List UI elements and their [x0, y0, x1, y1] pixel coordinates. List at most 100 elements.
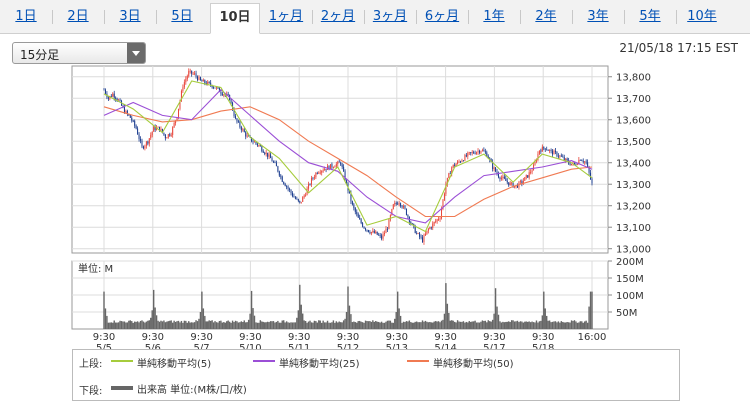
- candle-body: [243, 129, 245, 133]
- volume-bar: [484, 320, 487, 329]
- volume-bar: [271, 321, 273, 329]
- tab-9[interactable]: 6ヶ月: [424, 9, 460, 24]
- volume-bar: [401, 322, 403, 329]
- candle-body: [275, 162, 277, 167]
- candle-body: [258, 145, 260, 147]
- x-time-label: 16:00: [578, 332, 607, 343]
- volume-bar: [470, 321, 472, 329]
- candle-body: [138, 134, 140, 140]
- volume-bar: [578, 322, 580, 329]
- interval-select-value: 15分足: [20, 48, 60, 62]
- candle-body: [439, 218, 441, 220]
- tab-14[interactable]: 10年: [687, 9, 717, 24]
- tab-3[interactable]: 3日: [119, 9, 141, 24]
- volume-bar: [508, 321, 510, 329]
- tab-1[interactable]: 1日: [15, 9, 37, 24]
- candle-body: [499, 177, 501, 179]
- volume-bar: [291, 322, 294, 329]
- volume-bar: [202, 308, 205, 329]
- volume-bar: [316, 322, 319, 329]
- candle-body: [125, 110, 127, 114]
- candle-body: [318, 172, 320, 174]
- volume-bar: [414, 321, 416, 329]
- candle-body: [278, 171, 280, 176]
- volume-bar: [125, 322, 127, 329]
- x-time-label: 9:30: [288, 332, 310, 343]
- candle-body: [419, 233, 421, 237]
- candle-body: [432, 223, 434, 228]
- volume-bar: [487, 320, 489, 329]
- candle-body: [423, 235, 425, 243]
- candle-body: [533, 165, 535, 171]
- candle-body: [385, 228, 387, 234]
- volume-bar: [123, 321, 126, 329]
- volume-bar: [417, 322, 419, 329]
- volume-bar: [515, 321, 517, 329]
- tab-5[interactable]: 10日: [210, 3, 260, 34]
- chevron-down-icon[interactable]: [127, 43, 145, 63]
- tab-7[interactable]: 2ヶ月: [320, 9, 356, 24]
- volume-bar: [494, 288, 497, 329]
- volume-bar: [278, 322, 281, 329]
- candle-body: [337, 161, 339, 165]
- volume-bar: [243, 320, 245, 329]
- candle-body: [335, 164, 337, 167]
- volume-bar: [521, 321, 523, 329]
- candle-body: [534, 161, 536, 166]
- volume-bar: [226, 321, 228, 329]
- candle-body: [236, 118, 238, 122]
- price-tick-label: 13,500: [616, 137, 651, 148]
- candle-body: [546, 149, 548, 151]
- tab-13[interactable]: 5年: [639, 9, 661, 24]
- tab-10[interactable]: 1年: [483, 9, 505, 24]
- candle-body: [268, 154, 270, 157]
- volume-bar: [147, 320, 149, 329]
- candle-body: [283, 181, 285, 184]
- candle-body: [113, 93, 115, 98]
- candle-body: [578, 159, 580, 164]
- tab-4[interactable]: 5日: [171, 9, 193, 24]
- candle-body: [297, 199, 299, 201]
- volume-bar: [527, 321, 529, 329]
- interval-select[interactable]: 15分足: [12, 42, 146, 64]
- volume-bar: [516, 320, 519, 329]
- candle-body: [253, 141, 256, 143]
- volume-bar: [315, 321, 317, 329]
- candle-body: [242, 129, 244, 131]
- candle-body: [433, 222, 435, 224]
- volume-bar: [300, 304, 302, 329]
- candle-body: [483, 150, 485, 152]
- volume-bar: [496, 306, 498, 329]
- candle-body: [214, 87, 216, 89]
- volume-bar: [189, 322, 191, 329]
- tab-2[interactable]: 2日: [67, 9, 89, 24]
- volume-bar: [528, 321, 530, 329]
- tab-6[interactable]: 1ヶ月: [268, 9, 304, 24]
- volume-bar: [344, 318, 346, 329]
- volume-bar: [319, 320, 321, 329]
- candle-body: [312, 177, 314, 179]
- volume-bar: [356, 322, 358, 329]
- candle-body: [322, 170, 324, 172]
- volume-bar: [120, 321, 123, 329]
- tab-11[interactable]: 2年: [535, 9, 557, 24]
- tab-12[interactable]: 3年: [587, 9, 609, 24]
- candle-body: [458, 161, 460, 163]
- volume-bar: [591, 291, 593, 329]
- volume-bar: [369, 321, 371, 329]
- volume-bar: [199, 312, 202, 329]
- candle-body: [319, 172, 321, 174]
- volume-bar: [256, 322, 259, 329]
- candle-body: [104, 89, 106, 94]
- candle-body: [388, 219, 390, 230]
- tab-8[interactable]: 3ヶ月: [372, 9, 408, 24]
- candle-body: [553, 150, 555, 155]
- volume-bar: [486, 322, 488, 329]
- volume-bar: [540, 320, 542, 329]
- candle-body: [248, 135, 250, 137]
- tab-separator: [624, 10, 625, 24]
- volume-bar: [478, 322, 481, 329]
- tab-separator: [676, 10, 677, 24]
- volume-bar: [322, 320, 324, 329]
- volume-bar: [342, 320, 345, 329]
